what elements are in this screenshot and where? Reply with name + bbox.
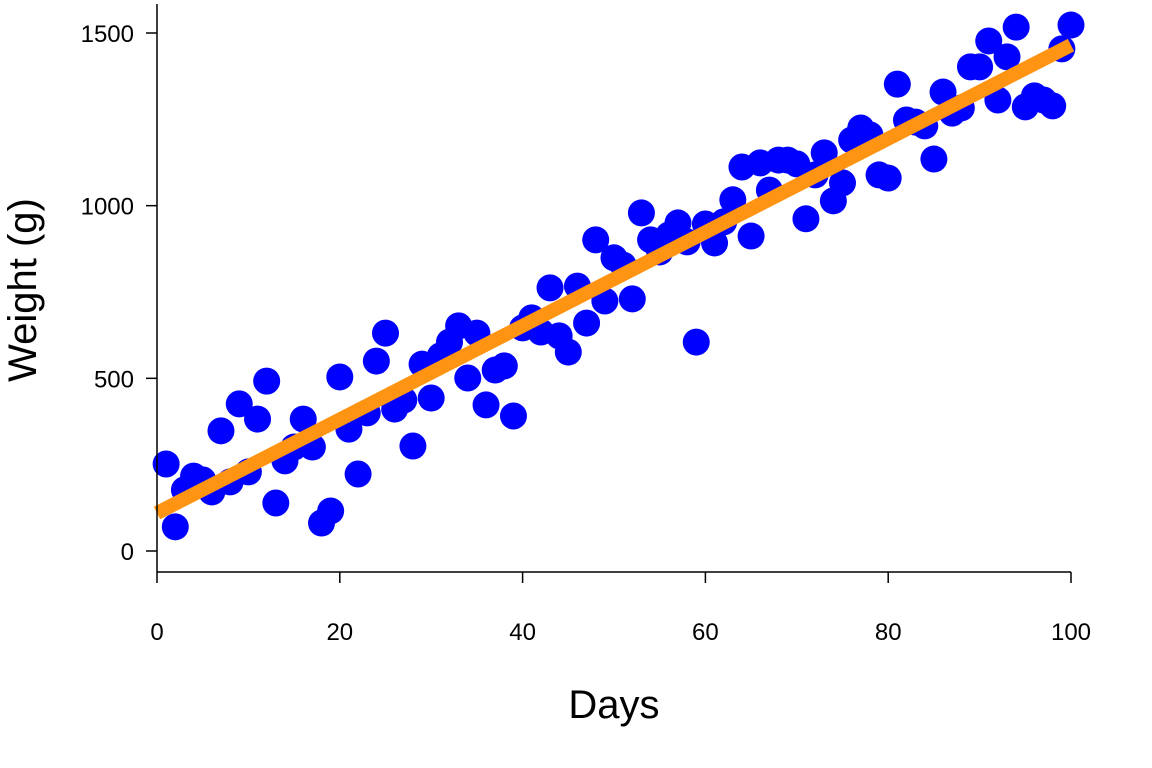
x-axis-label: Days — [568, 683, 659, 727]
data-point — [262, 489, 290, 517]
x-tick-label: 40 — [509, 619, 536, 646]
data-point — [627, 199, 655, 227]
data-point — [993, 43, 1021, 71]
y-ticks: 0 500 1000 1500 — [81, 21, 157, 566]
data-point — [719, 186, 747, 214]
data-point — [810, 139, 838, 167]
data-point — [966, 53, 994, 81]
data-point — [792, 205, 820, 233]
fit-line — [153, 38, 1075, 520]
data-point — [1039, 92, 1067, 120]
data-point — [874, 164, 902, 192]
x-tick-label: 60 — [692, 619, 719, 646]
data-point — [536, 274, 564, 302]
data-point — [244, 405, 272, 433]
data-point — [573, 309, 601, 337]
x-ticks: 0 20 40 60 80 100 — [150, 572, 1091, 646]
data-point — [161, 513, 189, 541]
y-axis-label: Weight (g) — [1, 198, 45, 382]
data-point — [682, 328, 710, 356]
data-point — [1002, 13, 1030, 41]
y-tick-label: 500 — [94, 366, 134, 393]
data-point — [317, 497, 345, 525]
x-tick-label: 100 — [1051, 619, 1091, 646]
data-point — [399, 432, 427, 460]
data-point — [920, 145, 948, 173]
data-point — [225, 390, 253, 418]
y-tick-label: 1500 — [81, 21, 134, 48]
data-point — [372, 319, 399, 347]
data-point — [344, 460, 372, 488]
data-point — [975, 27, 1003, 55]
data-point — [289, 405, 317, 433]
data-point — [253, 367, 281, 395]
x-tick-label: 80 — [875, 619, 902, 646]
data-point — [1057, 11, 1085, 39]
data-point — [883, 70, 911, 98]
data-point — [929, 78, 957, 106]
data-point — [582, 226, 610, 254]
y-tick-label: 0 — [121, 539, 134, 566]
data-point — [829, 169, 856, 197]
data-point — [362, 347, 390, 375]
data-point — [554, 338, 582, 366]
data-point — [152, 450, 180, 478]
x-tick-label: 0 — [150, 619, 163, 646]
data-point — [207, 417, 235, 445]
data-point — [499, 402, 527, 430]
data-point — [490, 352, 518, 380]
data-point — [454, 364, 482, 392]
data-point — [326, 363, 354, 391]
data-point — [417, 384, 445, 412]
data-point — [472, 391, 500, 419]
data-point — [618, 285, 646, 313]
x-tick-label: 20 — [326, 619, 353, 646]
data-point — [737, 222, 765, 250]
y-tick-label: 1000 — [81, 194, 134, 221]
